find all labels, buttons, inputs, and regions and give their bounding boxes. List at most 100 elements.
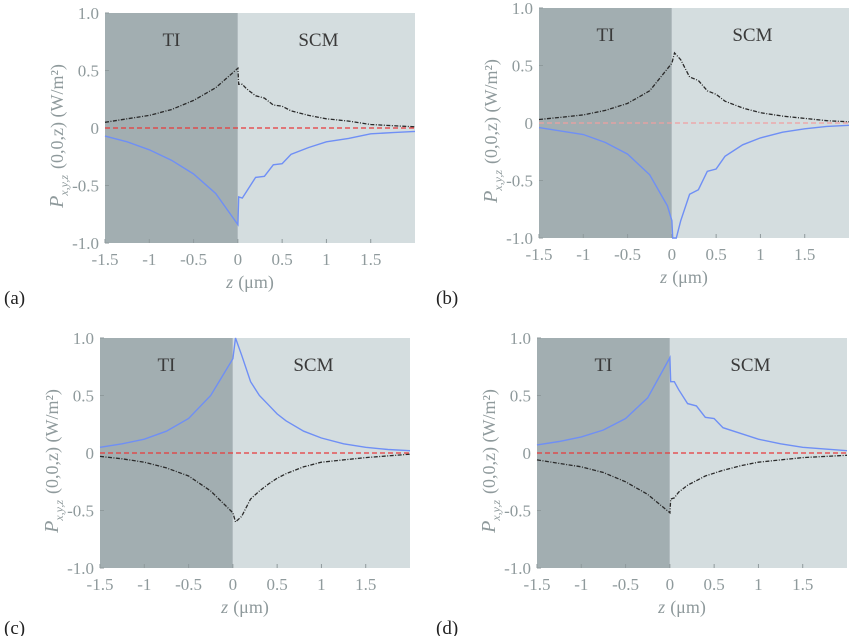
x-tick-label: 0 xyxy=(668,245,677,264)
y-tick-label: -0.5 xyxy=(506,172,533,191)
y-tick-label: -0.5 xyxy=(72,177,99,196)
region-label: SCM xyxy=(730,355,770,376)
x-tick-label: 0 xyxy=(229,575,238,594)
subplot-d: TI SCM-1.5 -1 -0.5 0 0.5 1 1.51.00.50-0.5-1.0z(… xyxy=(436,329,848,636)
y-tick-label: -1.0 xyxy=(67,559,94,578)
x-tick-label: -1.5 xyxy=(87,575,114,594)
x-tick-label: -0.5 xyxy=(175,575,202,594)
y-tick-label: 0.5 xyxy=(512,57,533,76)
region-label: TI xyxy=(157,355,175,376)
x-axis-label-unit: (μm) xyxy=(238,272,274,293)
x-tick-label: 0 xyxy=(234,250,243,269)
x-axis-label: z (μm) xyxy=(220,597,269,618)
x-tick-label: 1 xyxy=(317,575,326,594)
region-label: TI xyxy=(594,355,612,376)
y-axis-label: Px,y,z (0,0,z) (W/m²) xyxy=(41,389,66,534)
x-tick-label: -1.5 xyxy=(526,245,553,264)
y-axis-label-var: P xyxy=(41,521,63,534)
x-axis-label-var: z xyxy=(657,597,665,617)
y-tick-label: 0 xyxy=(86,444,95,463)
y-tick-label: 0.5 xyxy=(73,387,94,406)
region-label: TI xyxy=(596,25,614,46)
x-axis-label-var: z xyxy=(225,272,233,292)
region-label: TI xyxy=(162,30,180,51)
x-tick-label: 1 xyxy=(322,250,331,269)
y-tick-label: 0 xyxy=(91,119,100,138)
y-tick-label: -1.0 xyxy=(72,234,99,253)
x-tick-label: 1 xyxy=(754,575,763,594)
series-line-solid xyxy=(99,337,411,452)
series-line-dashdot xyxy=(99,453,411,524)
y-tick-label: -1.0 xyxy=(506,229,533,248)
y-tick-label: 0 xyxy=(525,114,534,133)
x-axis-label-var: z xyxy=(659,267,667,287)
y-axis-label-sub: x,y,z xyxy=(52,500,66,522)
x-tick-label: 0.5 xyxy=(706,245,727,264)
x-tick-label: -0.5 xyxy=(180,250,207,269)
region-label: SCM xyxy=(732,25,772,46)
y-tick-label: -0.5 xyxy=(67,502,94,521)
x-axis-label: z (μm) xyxy=(225,272,274,293)
x-axis-label: z (μm) xyxy=(657,597,706,618)
y-tick-label: -0.5 xyxy=(504,502,531,521)
y-axis-label-rest: (0,0,z) (W/m²) xyxy=(47,64,68,169)
y-tick-label: 1.0 xyxy=(73,329,94,348)
x-tick-label: -0.5 xyxy=(614,245,641,264)
y-axis-label-rest: (0,0,z) (W/m²) xyxy=(42,389,63,494)
x-tick-label: -1 xyxy=(142,250,156,269)
series-line-dashdot xyxy=(538,51,850,123)
subplot-a: TI SCM-1.5 -1 -0.5 0 0.5 1 1.51.00.50-0.5-1.0z(… xyxy=(4,4,416,309)
region-label: SCM xyxy=(298,30,338,51)
region-label: SCM xyxy=(293,355,333,376)
x-tick-label: 1.5 xyxy=(794,245,815,264)
y-axis-label-sub: x,y,z xyxy=(491,170,505,192)
panel-label: (d) xyxy=(436,618,458,636)
x-tick-label: 1 xyxy=(756,245,765,264)
subplot-c: TI SCM-1.5 -1 -0.5 0 0.5 1 1.51.00.50-0.5-1.0z(… xyxy=(4,329,411,636)
panel-label: (c) xyxy=(4,618,25,636)
y-axis-label-var: P xyxy=(480,191,502,204)
x-axis-label-unit: (μm) xyxy=(233,597,269,618)
y-tick-label: 0 xyxy=(523,444,532,463)
y-axis-label-var: P xyxy=(46,196,68,209)
x-axis-label-var: z xyxy=(220,597,228,617)
x-tick-label: -1 xyxy=(574,575,588,594)
y-tick-label: 1.0 xyxy=(510,329,531,348)
y-axis-label-rest: (0,0,z) (W/m²) xyxy=(481,59,502,164)
series-line-dashdot xyxy=(536,454,848,515)
series-line-dashdot xyxy=(104,66,416,128)
x-axis-label-unit: (μm) xyxy=(672,267,708,288)
y-tick-label: 0.5 xyxy=(510,387,531,406)
y-axis-label-rest: (0,0,z) (W/m²) xyxy=(479,389,500,494)
y-axis-label: Px,y,z (0,0,z) (W/m²) xyxy=(480,59,505,204)
series-line-solid xyxy=(536,355,848,452)
panel-label: (a) xyxy=(4,288,25,309)
panel-label: (b) xyxy=(436,288,458,309)
x-tick-label: 1.5 xyxy=(360,250,381,269)
x-tick-label: -1 xyxy=(576,245,590,264)
x-tick-label: -1 xyxy=(137,575,151,594)
x-tick-label: 0.5 xyxy=(704,575,725,594)
x-tick-label: 0 xyxy=(666,575,675,594)
x-tick-label: -1.5 xyxy=(92,250,119,269)
y-axis-label: Px,y,z (0,0,z) (W/m²) xyxy=(46,64,71,209)
x-tick-label: 0.5 xyxy=(272,250,293,269)
series-line-solid xyxy=(104,130,416,227)
x-tick-label: -0.5 xyxy=(612,575,639,594)
x-tick-label: 1.5 xyxy=(792,575,813,594)
y-tick-label: 1.0 xyxy=(512,0,533,18)
x-tick-label: 0.5 xyxy=(267,575,288,594)
x-axis-label: z (μm) xyxy=(659,267,708,288)
x-axis-label-unit: (μm) xyxy=(670,597,706,618)
subplot-b: TI SCM-1.5 -1 -0.5 0 0.5 1 1.51.00.50-0.5-1.0z(… xyxy=(436,0,850,309)
series-line-solid xyxy=(538,124,850,239)
y-tick-label: 0.5 xyxy=(78,62,99,81)
y-tick-label: 1.0 xyxy=(78,4,99,23)
x-tick-label: 1.5 xyxy=(355,575,376,594)
y-axis-label-var: P xyxy=(478,521,500,534)
y-tick-label: -1.0 xyxy=(504,559,531,578)
y-axis-label: Px,y,z (0,0,z) (W/m²) xyxy=(478,389,503,534)
y-axis-label-sub: x,y,z xyxy=(489,500,503,522)
y-axis-label-sub: x,y,z xyxy=(57,175,71,197)
